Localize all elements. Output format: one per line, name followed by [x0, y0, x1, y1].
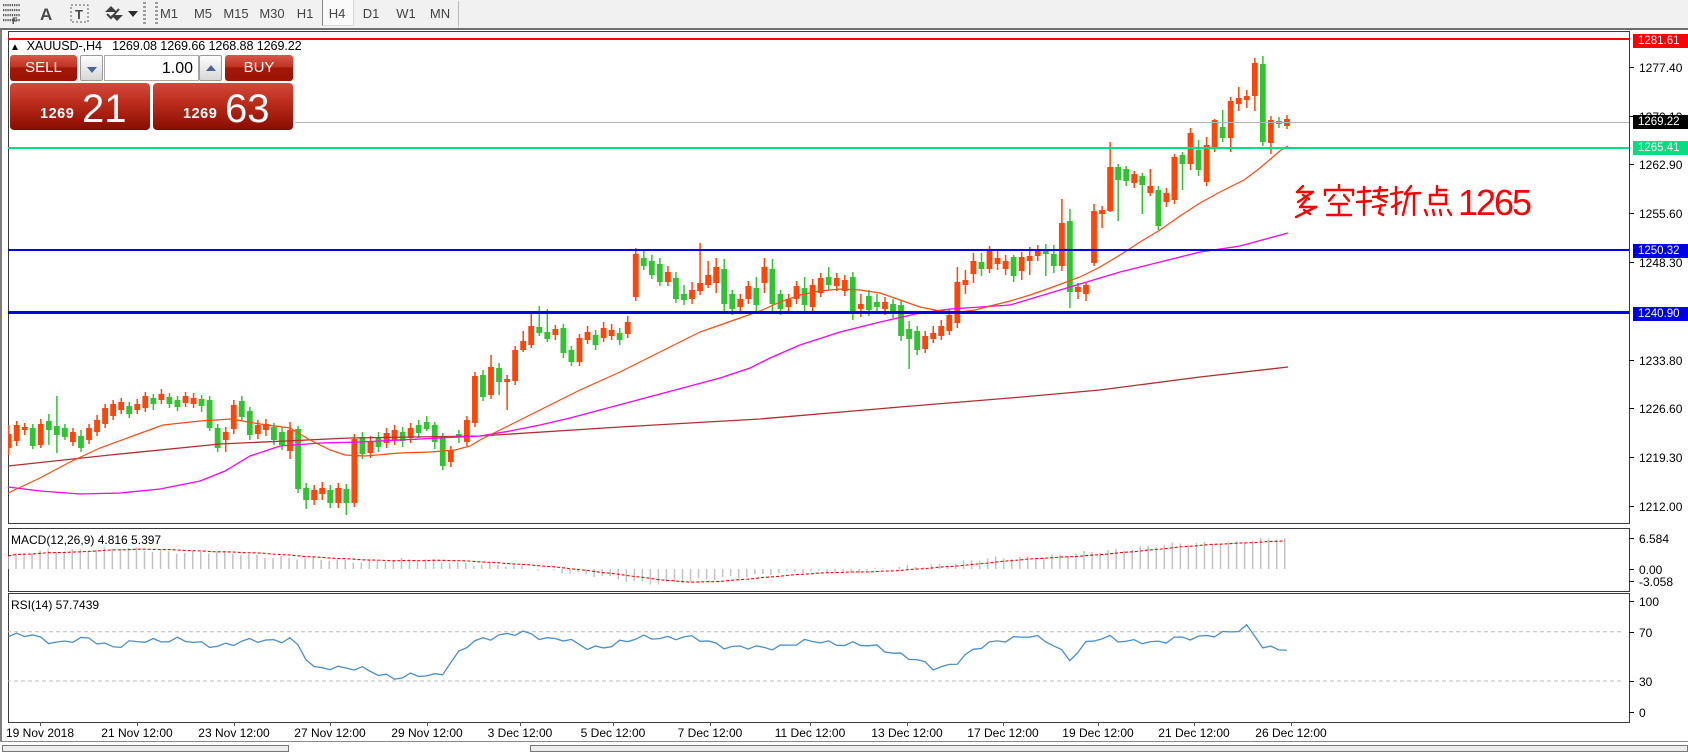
- svg-text:1265: 1265: [1458, 184, 1532, 220]
- svg-text:A: A: [40, 5, 52, 24]
- svg-text:T: T: [75, 7, 83, 22]
- svg-text:F: F: [12, 16, 18, 26]
